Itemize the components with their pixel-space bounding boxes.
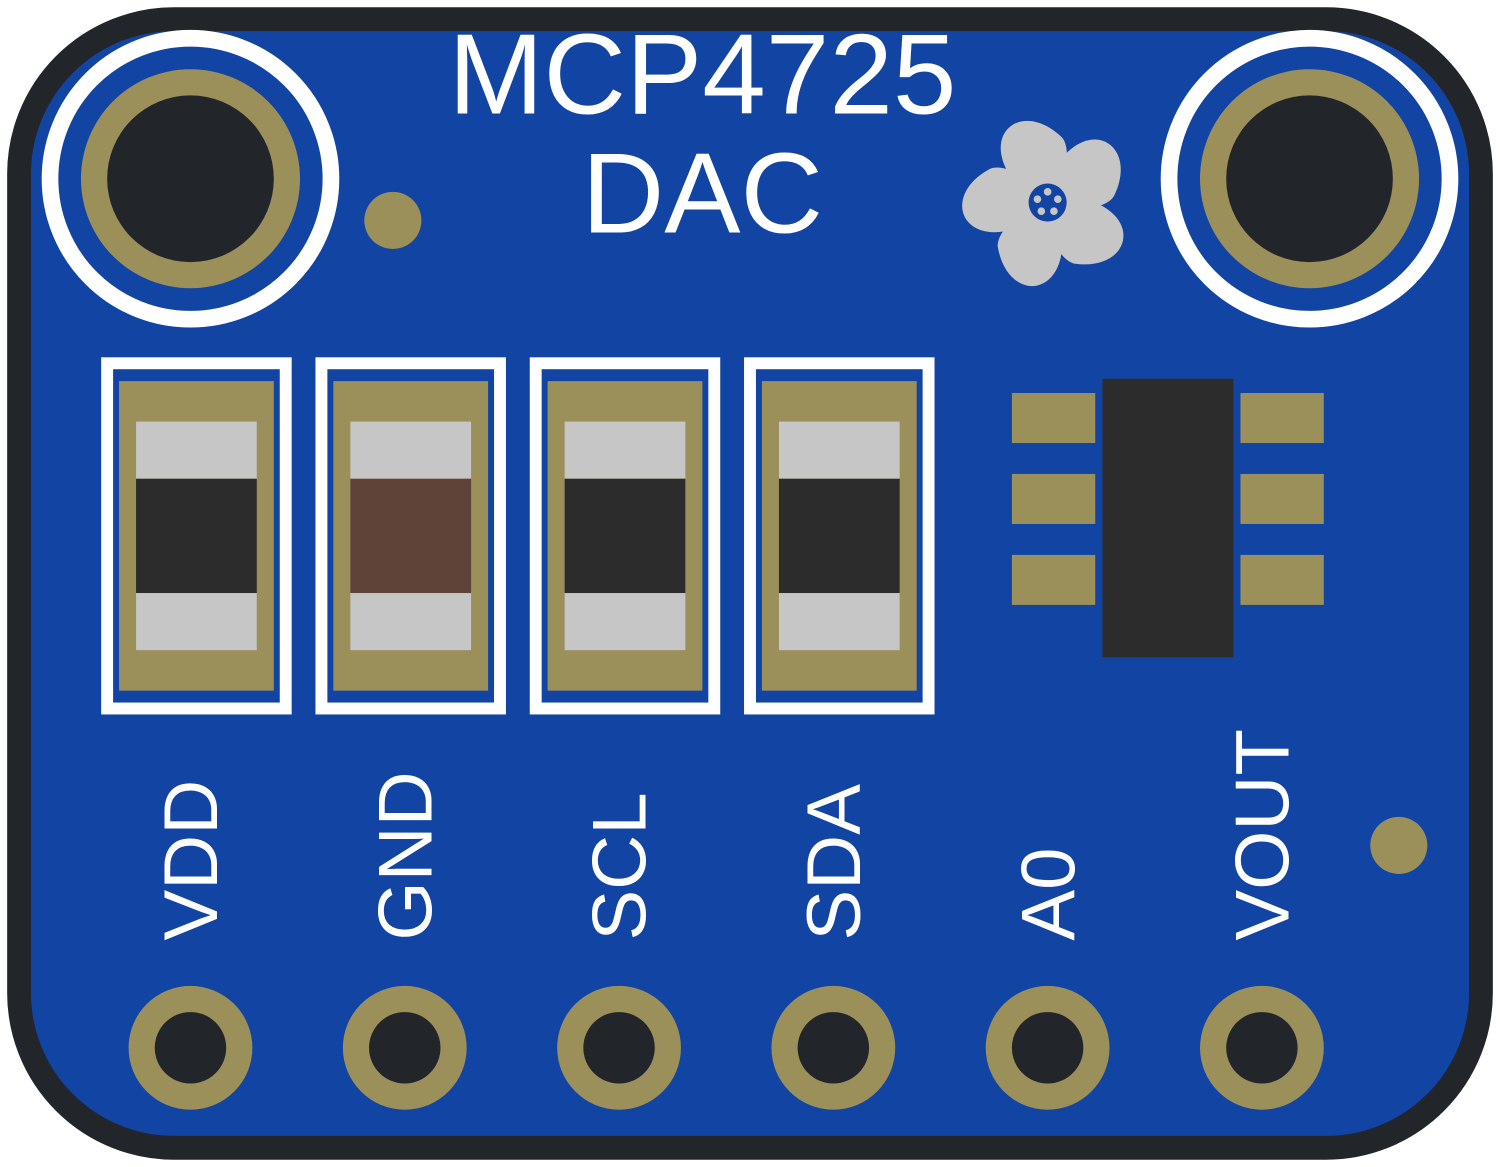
title-line2: DAC [582, 130, 823, 257]
fiducial-0 [364, 192, 421, 249]
pin-hole-vdd [129, 986, 253, 1110]
pin-hole-gnd [343, 986, 467, 1110]
smd-component-2 [536, 363, 715, 708]
mounting-hole-1 [1169, 38, 1450, 319]
pin-label-vdd: VDD [149, 780, 234, 941]
title-line1: MCP4725 [448, 11, 956, 138]
smd-component-1 [321, 363, 500, 708]
pcb-board: MCP4725DAC VDD GND SCL SDA A0 VOUT [0, 0, 1500, 1167]
pin-label-gnd: GND [363, 771, 448, 940]
pin-hole-vout [1200, 986, 1324, 1110]
pin-hole-a0 [986, 986, 1110, 1110]
smd-component-3 [750, 363, 929, 708]
pin-label-sda: SDA [792, 784, 877, 941]
pin-label-vout: VOUT [1221, 729, 1306, 941]
pin-hole-scl [557, 986, 681, 1110]
pin-hole-sda [771, 986, 895, 1110]
pin-label-a0: A0 [1006, 847, 1091, 940]
fiducial-1 [1370, 817, 1427, 874]
smd-component-0 [107, 363, 286, 708]
pin-label-scl: SCL [578, 792, 663, 940]
mounting-hole-0 [50, 38, 331, 319]
